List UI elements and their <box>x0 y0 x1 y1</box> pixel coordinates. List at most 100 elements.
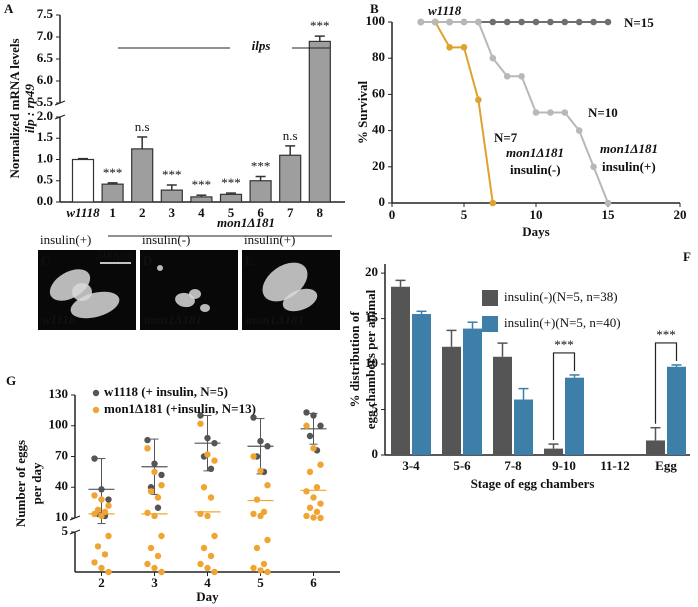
point <box>417 18 425 26</box>
legend-marker <box>92 406 100 414</box>
x-tick-label: 9-10 <box>552 458 576 473</box>
y-tick-label: 6.0 <box>37 72 53 87</box>
point <box>264 482 271 489</box>
bar <box>131 148 154 203</box>
tissue <box>72 283 92 301</box>
point <box>475 96 482 104</box>
point <box>575 127 583 134</box>
point <box>503 73 511 80</box>
point <box>475 18 482 26</box>
annotation: N=7 <box>494 130 518 145</box>
point <box>446 18 453 26</box>
point <box>98 486 105 493</box>
point <box>197 412 204 419</box>
bar <box>544 448 563 455</box>
point <box>460 44 468 51</box>
tissue <box>282 288 318 312</box>
legend-swatch <box>482 290 498 306</box>
point <box>317 500 324 507</box>
y-tick-label: 1.0 <box>37 150 53 165</box>
significance-label: n.s <box>283 128 298 143</box>
y-axis-title: ilp : rp49 <box>22 83 37 133</box>
x-tick-label: 6 <box>257 205 264 220</box>
bar <box>101 183 124 203</box>
y-tick-label: 7.5 <box>37 6 54 21</box>
point <box>310 514 317 521</box>
y-tick-label: 0.0 <box>37 193 53 208</box>
point <box>547 18 554 26</box>
point <box>303 409 310 416</box>
point <box>151 512 158 520</box>
point <box>91 492 98 499</box>
significance-label: *** <box>251 158 271 173</box>
point <box>250 510 257 518</box>
point <box>158 482 165 489</box>
legend-label: w1118 (+ insulin, N=5) <box>104 384 228 399</box>
point <box>446 44 453 51</box>
point <box>158 471 165 479</box>
y-tick-label: 1.5 <box>37 129 54 144</box>
point <box>310 445 317 452</box>
point <box>431 18 439 26</box>
point <box>144 436 151 444</box>
annotation: insulin(+) <box>602 159 656 174</box>
y-tick-label: 20 <box>365 264 378 279</box>
point <box>144 509 151 517</box>
bar <box>190 196 213 203</box>
y-tick-label: 0 <box>372 446 379 461</box>
annotation: w1118 <box>428 3 462 18</box>
scale-bar-label: 500μm <box>97 247 134 262</box>
annotation: mon1Δ181 <box>506 145 564 160</box>
y-tick-label: 130 <box>49 386 69 401</box>
point <box>590 163 597 171</box>
point <box>211 439 218 447</box>
point <box>204 451 211 458</box>
annotation: N=10 <box>588 105 618 120</box>
point <box>313 484 321 491</box>
point <box>197 560 204 568</box>
x-tick-label: 2 <box>139 205 146 220</box>
point <box>561 18 569 26</box>
bar <box>391 286 410 455</box>
point <box>197 420 204 427</box>
point <box>253 496 261 503</box>
y-tick-label: 0.5 <box>37 172 54 187</box>
point <box>264 536 271 544</box>
point <box>147 544 155 552</box>
legend-marker <box>92 389 100 397</box>
annotation: insulin(-) <box>510 162 561 177</box>
point <box>575 18 583 26</box>
legend-label: insulin(-)(N=5, n=38) <box>504 289 618 304</box>
x-tick-label: 8 <box>317 205 324 220</box>
significance-label: *** <box>162 167 182 182</box>
x-tick-label: 5 <box>461 207 468 222</box>
point <box>250 453 257 460</box>
bar <box>308 40 331 203</box>
x-tick-label: 15 <box>602 207 616 222</box>
tissue <box>200 304 210 312</box>
bar <box>71 158 95 203</box>
point <box>306 468 314 476</box>
image <box>140 250 238 330</box>
point <box>204 512 211 520</box>
x-tick-label: 5 <box>228 205 235 220</box>
bar <box>646 440 665 455</box>
point <box>306 432 314 440</box>
y-tick-label: 40 <box>372 122 385 137</box>
point <box>105 496 112 503</box>
point <box>313 508 321 516</box>
point <box>310 412 317 419</box>
point <box>98 496 105 503</box>
y-axis-title: % Survival <box>355 81 370 145</box>
x-tick-label: 2 <box>98 575 105 590</box>
point <box>310 494 317 501</box>
point <box>604 18 612 26</box>
point <box>257 467 264 475</box>
x-tick-label: 6 <box>310 575 317 590</box>
point <box>101 551 109 558</box>
y-tick-label: 0 <box>379 194 386 209</box>
point <box>317 461 324 468</box>
